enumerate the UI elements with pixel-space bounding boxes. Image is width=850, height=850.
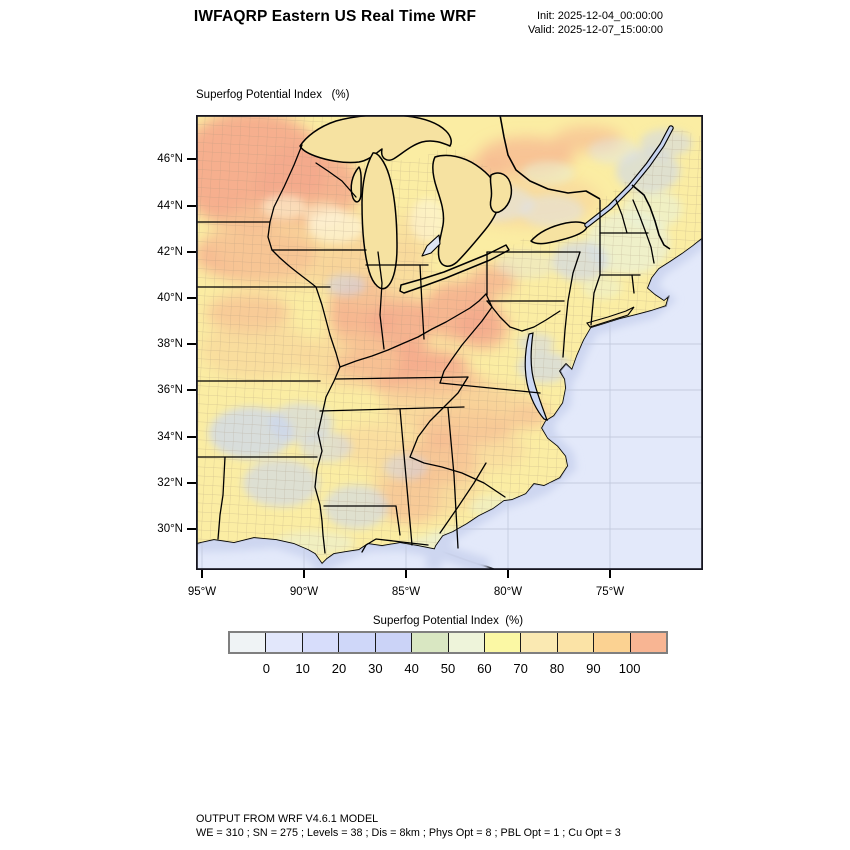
lat-tickmark	[187, 343, 196, 345]
ocean	[195, 237, 704, 571]
st-lawrence-river	[584, 125, 674, 228]
colorbar-tick-label: 40	[404, 661, 419, 676]
lat-tick-label: 38°N	[157, 338, 183, 350]
colorbar-cell	[411, 633, 448, 652]
colorbar	[228, 631, 668, 654]
init-timestamp: Init: 2025-12-04_00:00:00	[537, 10, 663, 22]
lake-michigan	[361, 152, 398, 290]
colorbar-tick-label: 80	[549, 661, 565, 676]
colorbar-cell	[230, 633, 266, 652]
lon-tickmark	[303, 570, 305, 578]
saginaw-bay	[421, 234, 441, 257]
lat-tickmark	[187, 389, 196, 391]
chesapeake-bay	[524, 332, 548, 421]
lon-tick-label: 85°W	[391, 586, 421, 598]
lon-tickmark	[405, 570, 407, 578]
wrf-map	[176, 110, 704, 571]
long-island	[586, 306, 635, 328]
colorbar-cell	[483, 633, 521, 652]
map-panel-label: Superfog Potential Index (%)	[196, 89, 350, 101]
colorbar-title: Superfog Potential Index (%)	[372, 615, 524, 627]
lat-tick-label: 34°N	[157, 431, 183, 443]
lon-tickmark	[201, 570, 203, 578]
state-borders	[195, 144, 655, 554]
colorbar-cell	[556, 633, 594, 652]
lake-superior	[299, 114, 452, 164]
figure-footer: OUTPUT FROM WRF V4.6.1 MODEL WE = 310 ; S…	[196, 812, 621, 840]
colorbar-tick-label: 60	[477, 661, 492, 676]
lat-tickmark	[187, 436, 196, 438]
page-title: IWFAQRP Eastern US Real Time WRF	[193, 8, 477, 25]
lat-tick-label: 40°N	[157, 292, 183, 304]
colorbar-tick-label: 20	[331, 661, 347, 676]
green-bay	[350, 166, 362, 203]
lon-tick-label: 80°W	[493, 586, 523, 598]
lat-tick-label: 36°N	[157, 384, 183, 396]
footer-model-line: OUTPUT FROM WRF V4.6.1 MODEL	[196, 813, 379, 825]
map-frame	[195, 114, 704, 571]
map-figure	[176, 110, 704, 571]
lat-tickmark	[187, 528, 196, 530]
lat-tickmark	[187, 297, 196, 299]
colorbar-tick-label: 30	[368, 661, 383, 676]
colorbar-cell	[629, 633, 667, 652]
lat-tickmark	[187, 158, 196, 160]
lon-tick-label: 75°W	[595, 586, 625, 598]
lake-huron	[432, 154, 501, 267]
lat-tick-label: 44°N	[157, 200, 183, 212]
colorbar-cell	[593, 633, 630, 652]
georgian-bay	[489, 172, 513, 214]
lat-tick-label: 42°N	[157, 246, 183, 258]
lat-tick-label: 32°N	[157, 477, 183, 489]
colorbar-tick-label: 0	[262, 661, 270, 676]
colorbar-tick-label: 70	[513, 661, 528, 676]
colorbar-tick-label: 50	[440, 661, 456, 676]
lat-tickmark	[187, 482, 196, 484]
colorbar-tick-label: 90	[586, 661, 601, 676]
canada-border	[499, 114, 671, 250]
colorbar-cell	[520, 633, 557, 652]
colorbar-cell	[301, 633, 339, 652]
valid-timestamp: Valid: 2025-12-07_15:00:00	[528, 23, 663, 36]
lon-tick-label: 95°W	[187, 586, 217, 598]
colorbar-tick-label: 10	[295, 661, 310, 676]
lat-tickmark	[187, 205, 196, 207]
footer-config-line: WE = 310 ; SN = 275 ; Levels = 38 ; Dis …	[196, 827, 621, 839]
colorbar-cell	[374, 633, 412, 652]
great-lakes	[299, 114, 588, 294]
lon-tick-label: 90°W	[289, 586, 319, 598]
colorbar-cell	[447, 633, 484, 652]
lake-erie	[399, 244, 510, 294]
run-timestamps: Init: 2025-12-04_00:00:00 Valid: 2025-12-…	[528, 10, 663, 37]
colorbar-tick-label: 100	[618, 661, 641, 676]
lon-tickmark	[609, 570, 611, 578]
colorbar-cell	[265, 633, 302, 652]
lat-tick-label: 46°N	[157, 153, 183, 165]
lat-tickmark	[187, 251, 196, 253]
lat-tick-label: 30°N	[157, 523, 183, 535]
colorbar-cell	[338, 633, 375, 652]
lon-tickmark	[507, 570, 509, 578]
